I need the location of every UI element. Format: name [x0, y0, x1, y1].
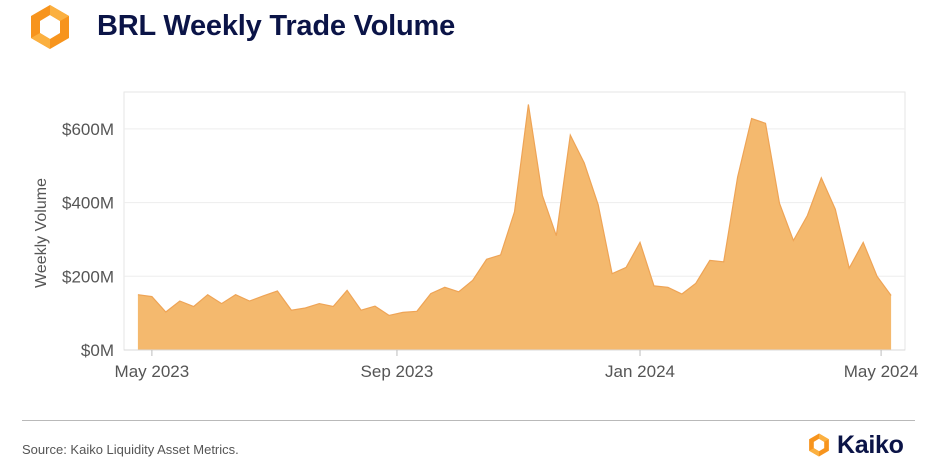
kaiko-logo-icon [31, 5, 69, 49]
trade-volume-chart: $0M $200M $400M $600M May 2023 Sep 2023 Jan 20… [33, 91, 919, 381]
y-tick-label: $400M [62, 194, 114, 213]
x-tick-label: May 2023 [115, 362, 190, 381]
page-title: BRL Weekly Trade Volume [97, 10, 456, 42]
volume-line [137, 104, 892, 317]
x-tick-label: Jan 2024 [605, 362, 675, 381]
volume-area [137, 104, 892, 350]
kaiko-small-logo-icon [809, 433, 829, 457]
y-axis-title: Weekly Volume [33, 178, 50, 288]
x-tick-label: May 2024 [844, 362, 919, 381]
brand-logo: Kaiko [806, 430, 904, 460]
footer-divider [22, 420, 915, 421]
x-tick-label: Sep 2023 [361, 362, 434, 381]
y-tick-label: $200M [62, 267, 114, 286]
source-note: Source: Kaiko Liquidity Asset Metrics. [22, 442, 239, 457]
brand-name: Kaiko [837, 430, 904, 459]
y-tick-label: $600M [62, 120, 114, 139]
y-tick-label: $0M [81, 341, 114, 360]
